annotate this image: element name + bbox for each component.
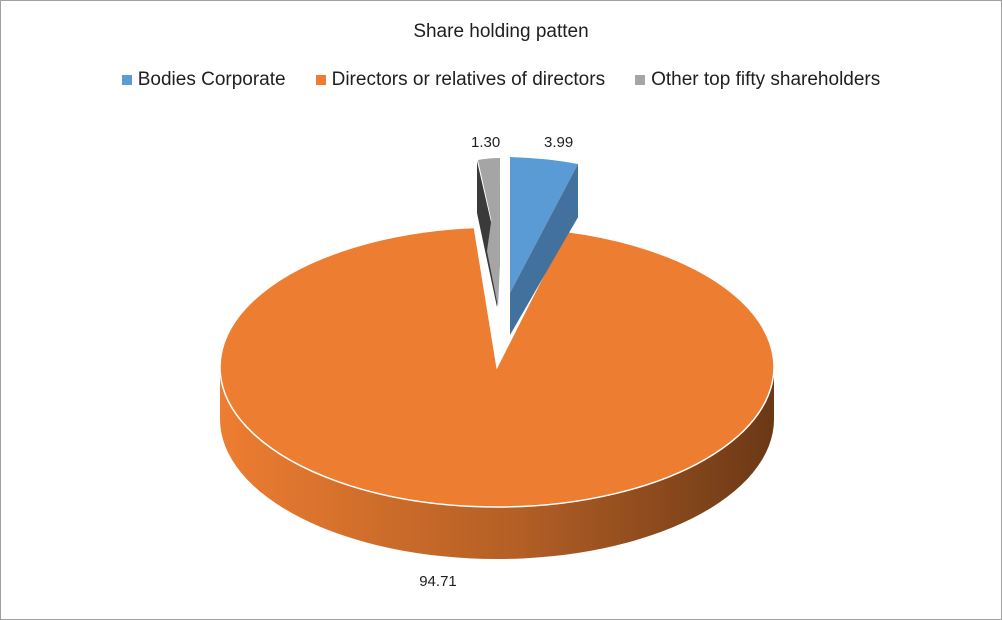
pie-face-other-top-fifty [487,158,500,307]
pie-slice-directors [219,226,775,508]
pie-front-bodies-corporate [510,164,578,335]
legend: Bodies Corporate Directors or relatives … [1,69,1001,91]
legend-item-other-top-fifty: Other top fifty shareholders [635,69,880,91]
chart-title: Share holding patten [413,21,589,42]
legend-label-other-top-fifty: Other top fifty shareholders [651,69,881,90]
pie-wedge-bodies-corporate [510,157,578,335]
data-label-directors: 94.71 [419,573,457,590]
pie-wedge-other-top-fifty [477,158,500,307]
pie-top-layer [219,157,775,508]
legend-item-bodies-corporate: Bodies Corporate [121,69,286,91]
legend-swatch-other-top-fifty [635,75,646,85]
legend-swatch-directors [315,75,326,85]
data-label-bodies-corporate: 3.99 [544,134,573,151]
legend-label-directors: Directors or relatives of directors [331,69,606,90]
data-label-other-top-fifty: 1.30 [471,134,500,151]
pie-side-shade-directors [220,367,774,559]
pie-slice-bodies-corporate [510,157,578,293]
legend-item-directors: Directors or relatives of directors [315,69,606,91]
pie-side-layer [220,367,774,559]
legend-label-bodies-corporate: Bodies Corporate [137,69,286,90]
legend-swatch-bodies-corporate [121,75,132,85]
